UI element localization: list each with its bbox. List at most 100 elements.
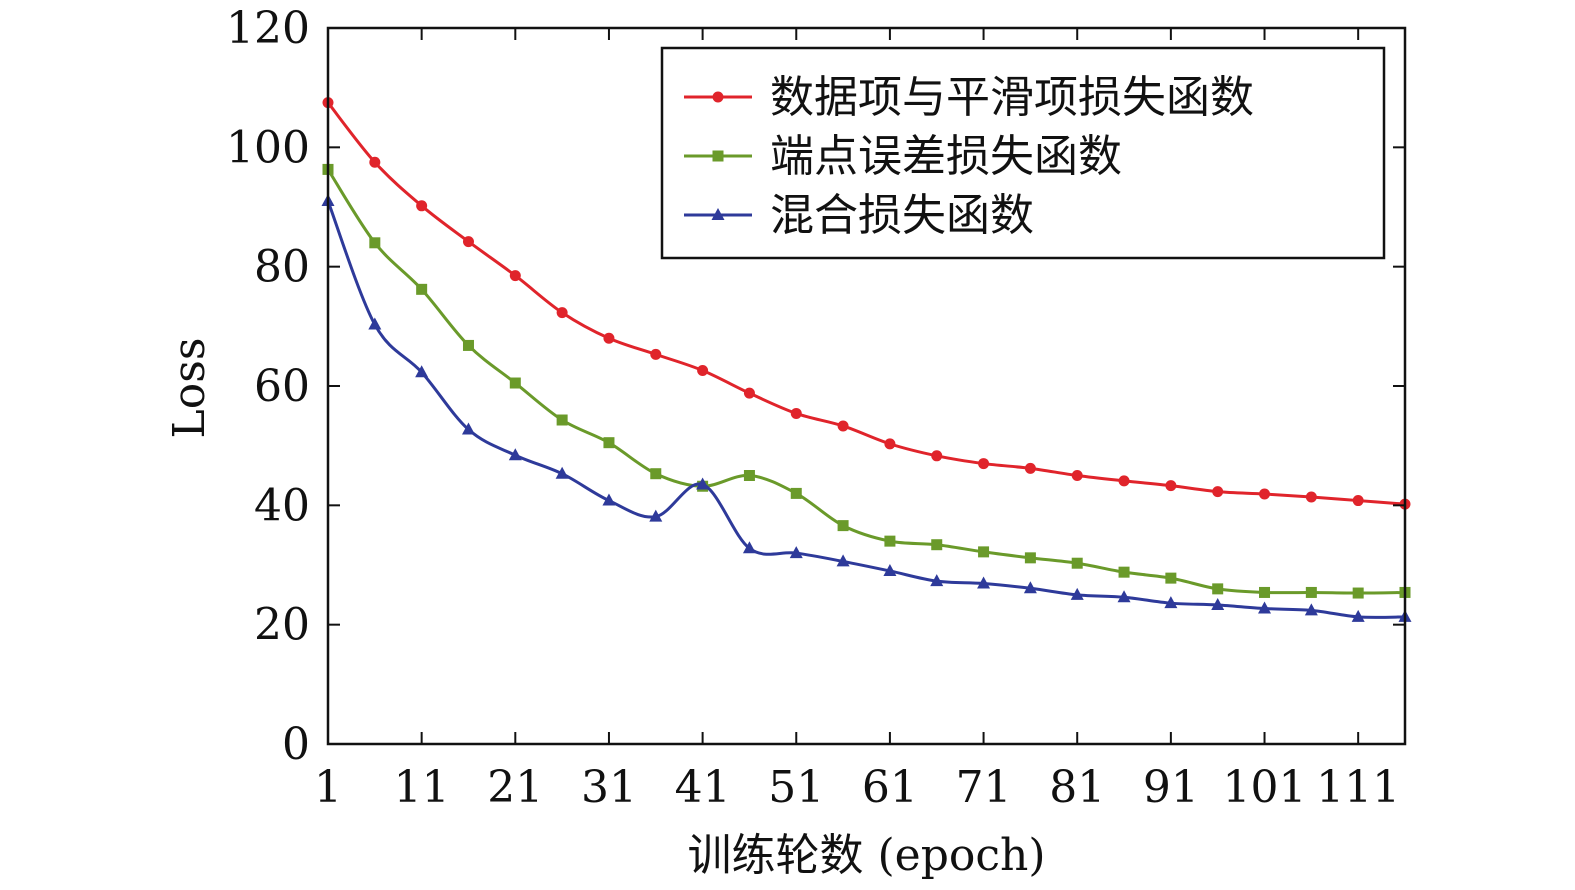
legend-box [660, 46, 1386, 260]
legend-marker [712, 91, 724, 103]
series-line [326, 200, 1406, 619]
data-point [1304, 603, 1318, 616]
data-point [978, 458, 990, 470]
legend-marker [712, 150, 724, 162]
data-point [369, 237, 381, 249]
y-tick-label: 120 [226, 3, 310, 54]
data-point [1024, 462, 1036, 474]
data-point [931, 539, 943, 551]
y-tick-label: 80 [254, 242, 310, 293]
legend-item: 端点误差损失函数 [684, 131, 1122, 182]
data-point [508, 448, 522, 461]
data-point [603, 437, 615, 449]
x-tick-label: 81 [1049, 762, 1105, 813]
data-point [1024, 552, 1036, 564]
series-3 [321, 194, 1412, 622]
data-point [790, 407, 802, 419]
ticks-layer [327, 27, 1405, 745]
data-point [978, 546, 990, 558]
data-point [930, 574, 944, 587]
data-point [789, 546, 803, 559]
data-point [743, 470, 755, 481]
x-axis-title: 训练轮数 (epoch) [688, 830, 1046, 881]
data-point [368, 317, 382, 330]
data-point [416, 200, 428, 212]
y-tick-label: 100 [226, 122, 310, 173]
x-tick-label: 61 [862, 762, 918, 813]
y-axis-title: Loss [164, 338, 215, 439]
data-point [931, 450, 943, 462]
data-point [650, 468, 662, 480]
data-point [555, 466, 569, 479]
data-point [1259, 488, 1271, 500]
data-point [1212, 486, 1224, 498]
data-point [1352, 495, 1364, 507]
data-point [696, 477, 710, 490]
data-point [1070, 587, 1084, 600]
legend-label: 混合损失函数 [770, 190, 1034, 241]
data-point [1118, 475, 1130, 487]
data-point [837, 420, 849, 432]
data-point [1118, 566, 1130, 578]
data-point [1165, 480, 1177, 492]
data-point [884, 438, 896, 450]
data-point [1305, 491, 1317, 503]
data-point [977, 576, 991, 589]
x-tick-label: 11 [394, 762, 450, 813]
data-point [790, 487, 802, 499]
x-tick-label: 41 [675, 762, 731, 813]
data-point [697, 364, 709, 376]
data-point [416, 283, 428, 295]
x-tick-label: 21 [487, 762, 543, 813]
data-point [1351, 609, 1365, 622]
data-point [1259, 586, 1271, 598]
x-tick-label: 101 [1223, 762, 1307, 813]
data-point [369, 156, 381, 168]
x-tick-label: 1 [314, 762, 342, 813]
series-layer [321, 97, 1412, 622]
data-point [1164, 596, 1178, 609]
data-point [509, 377, 521, 389]
legend-item: 混合损失函数 [684, 190, 1034, 241]
x-tick-label: 51 [768, 762, 824, 813]
x-tick-label: 111 [1316, 762, 1400, 813]
x-tick-label: 31 [581, 762, 637, 813]
data-point [509, 270, 521, 282]
y-tick-label: 0 [282, 719, 310, 770]
data-point [884, 535, 896, 547]
data-point [649, 509, 663, 522]
data-point [1071, 470, 1083, 481]
data-point [602, 493, 616, 506]
data-point [836, 554, 850, 567]
data-point [1212, 583, 1224, 595]
data-point [1117, 590, 1131, 603]
data-point [461, 422, 475, 435]
data-point [742, 541, 756, 554]
data-point [650, 348, 662, 360]
data-point [1211, 597, 1225, 610]
data-point [415, 365, 429, 378]
data-point [1165, 572, 1177, 584]
data-point [1305, 586, 1317, 598]
y-tick-label: 20 [254, 600, 310, 651]
legend-item: 数据项与平滑项损失函数 [684, 72, 1254, 123]
data-point [1071, 557, 1083, 569]
data-point [1352, 587, 1364, 599]
series-1 [322, 97, 1411, 510]
data-point [603, 332, 615, 344]
data-point [883, 563, 897, 576]
legend-marker [711, 208, 725, 220]
data-point [462, 339, 474, 351]
data-point [556, 414, 568, 426]
legend-label: 数据项与平滑项损失函数 [770, 72, 1254, 123]
x-tick-label: 71 [956, 762, 1012, 813]
data-point [1258, 601, 1272, 614]
data-point [462, 236, 474, 248]
data-point [837, 520, 849, 532]
data-point [743, 387, 755, 399]
y-tick-label: 40 [254, 480, 310, 531]
x-tick-label: 91 [1143, 762, 1199, 813]
